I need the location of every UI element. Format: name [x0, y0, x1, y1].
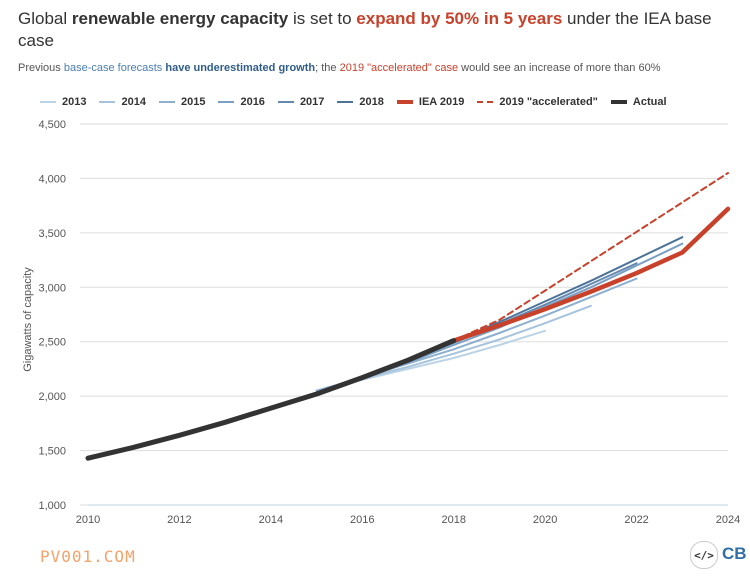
- legend-item: 2018: [337, 96, 384, 108]
- legend-item: 2015: [158, 96, 206, 108]
- legend-swatch: [277, 101, 294, 103]
- subtitle-blue1: base-case forecasts: [63, 62, 163, 74]
- subtitle-red1: 2019 "accelerated" case: [339, 62, 459, 74]
- title-bold2: expand by 50% in 5 years: [356, 9, 563, 28]
- legend-label: 2018: [359, 96, 384, 108]
- legend-label: IEA 2019: [418, 96, 465, 108]
- title-part2: is set to: [288, 9, 357, 28]
- legend-swatch: [99, 101, 116, 103]
- x-tick-label: 2014: [259, 514, 283, 526]
- legend-item: 2014: [99, 96, 146, 108]
- legend-label: 2019 "accelerated": [499, 96, 598, 108]
- legend-label: 2014: [121, 96, 146, 108]
- legend-item: IEA 2019: [396, 96, 465, 108]
- x-tick-label: 2024: [716, 514, 740, 526]
- y-tick-label: 2,500: [38, 337, 66, 349]
- subtitle-blue2: have underestimated growth: [165, 62, 316, 74]
- y-tick-label: 1,000: [38, 500, 66, 512]
- x-tick-label: 2022: [624, 514, 648, 526]
- series-line-2019-accelerated: [452, 172, 729, 342]
- chart-title: Global renewable energy capacity is set …: [18, 8, 718, 52]
- legend-label: 2013: [62, 96, 87, 108]
- y-axis-label: Gigawatts of capacity: [22, 267, 34, 372]
- x-tick-label: 2012: [167, 514, 191, 526]
- legend-label: 2016: [240, 96, 265, 108]
- legend-item: 2016: [218, 96, 265, 108]
- y-tick-label: 2,000: [38, 391, 66, 403]
- legend-item: 2013: [40, 96, 86, 108]
- x-tick-label: 2010: [76, 514, 100, 526]
- legend-swatch: [477, 101, 494, 103]
- legend-swatch: [396, 100, 413, 104]
- legend-swatch: [40, 101, 56, 103]
- subtitle-part2: ; the: [315, 62, 340, 74]
- chart-subtitle: Previous base-case forecasts have undere…: [18, 62, 738, 74]
- legend-swatch: [158, 101, 175, 103]
- brand-watermark: PV001.COM: [40, 547, 136, 566]
- y-tick-label: 3,000: [38, 282, 66, 294]
- legend-label: 2015: [180, 96, 206, 108]
- legend-item: Actual: [610, 96, 667, 108]
- legend-label: Actual: [632, 96, 667, 108]
- subtitle-part1: Previous: [18, 62, 64, 74]
- x-tick-label: 2016: [350, 514, 374, 526]
- series-line-2018: [452, 236, 684, 343]
- subtitle-part3: would see an increase of more than 60%: [458, 62, 661, 74]
- series-line-actual: [85, 338, 457, 461]
- series-line-iea-2019: [451, 206, 731, 343]
- carbon-brief-logo: CB: [722, 544, 747, 563]
- y-tick-label: 3,500: [38, 228, 66, 240]
- y-tick-label: 1,500: [38, 446, 66, 458]
- code-icon: </>: [690, 541, 718, 569]
- chart-legend: 2013 2014 2015 2016 2017 2018 IEA 2019 2019 "ac…: [40, 92, 680, 112]
- legend-swatch: [218, 101, 235, 103]
- title-part3: under the IEA base case: [18, 9, 712, 50]
- x-tick-label: 2020: [533, 514, 557, 526]
- legend-swatch: [610, 100, 627, 104]
- legend-swatch: [337, 101, 354, 103]
- x-tick-label: 2018: [441, 514, 465, 526]
- legend-item: 2017: [277, 96, 325, 108]
- legend-label: 2017: [299, 96, 325, 108]
- y-tick-label: 4,000: [38, 173, 66, 185]
- legend-item: 2019 "accelerated": [477, 96, 598, 108]
- y-tick-label: 4,500: [38, 119, 66, 131]
- title-bold1: renewable energy capacity: [71, 9, 289, 28]
- title-part1: Global: [18, 9, 72, 28]
